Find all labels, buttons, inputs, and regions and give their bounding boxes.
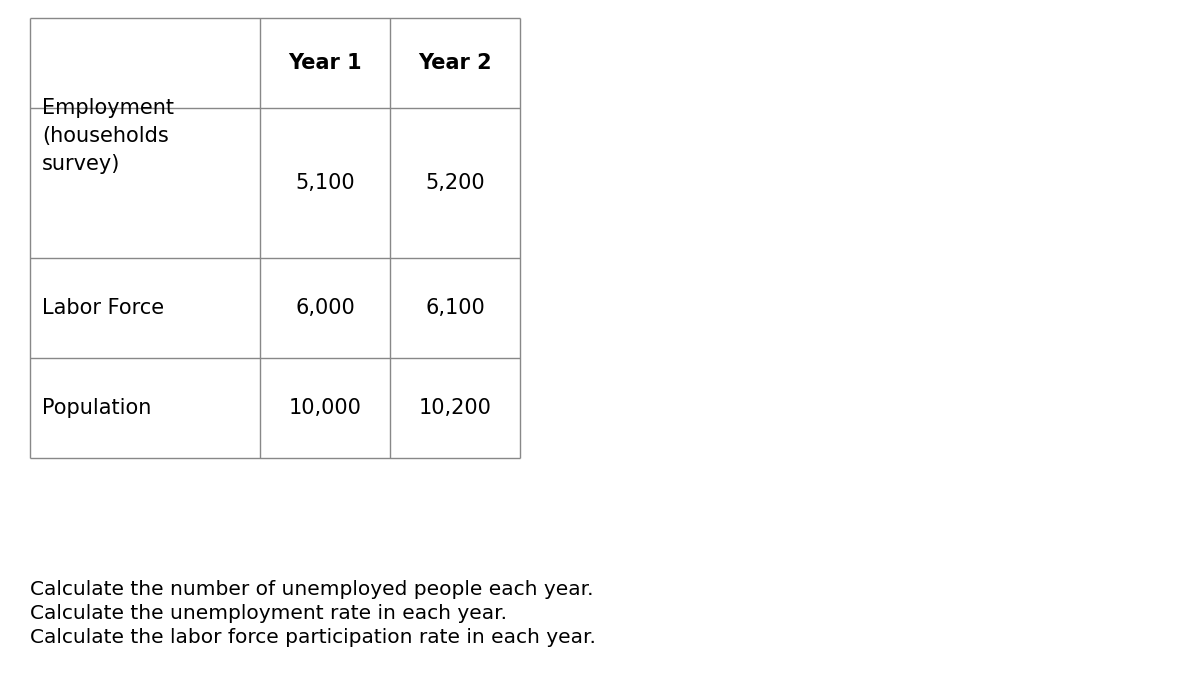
Text: Year 2: Year 2: [418, 53, 492, 73]
Text: 5,100: 5,100: [295, 173, 355, 193]
Text: Year 1: Year 1: [288, 53, 362, 73]
Text: Calculate the labor force participation rate in each year.: Calculate the labor force participation …: [30, 628, 596, 647]
Text: 5,200: 5,200: [425, 173, 485, 193]
Text: Labor Force: Labor Force: [42, 298, 164, 318]
Text: 10,200: 10,200: [419, 398, 492, 418]
Text: Calculate the unemployment rate in each year.: Calculate the unemployment rate in each …: [30, 604, 508, 623]
Text: 6,000: 6,000: [295, 298, 355, 318]
Text: 6,100: 6,100: [425, 298, 485, 318]
Text: Employment
(households
survey): Employment (households survey): [42, 98, 174, 174]
Text: Population: Population: [42, 398, 151, 418]
Text: Calculate the number of unemployed people each year.: Calculate the number of unemployed peopl…: [30, 580, 594, 599]
Text: 10,000: 10,000: [288, 398, 361, 418]
